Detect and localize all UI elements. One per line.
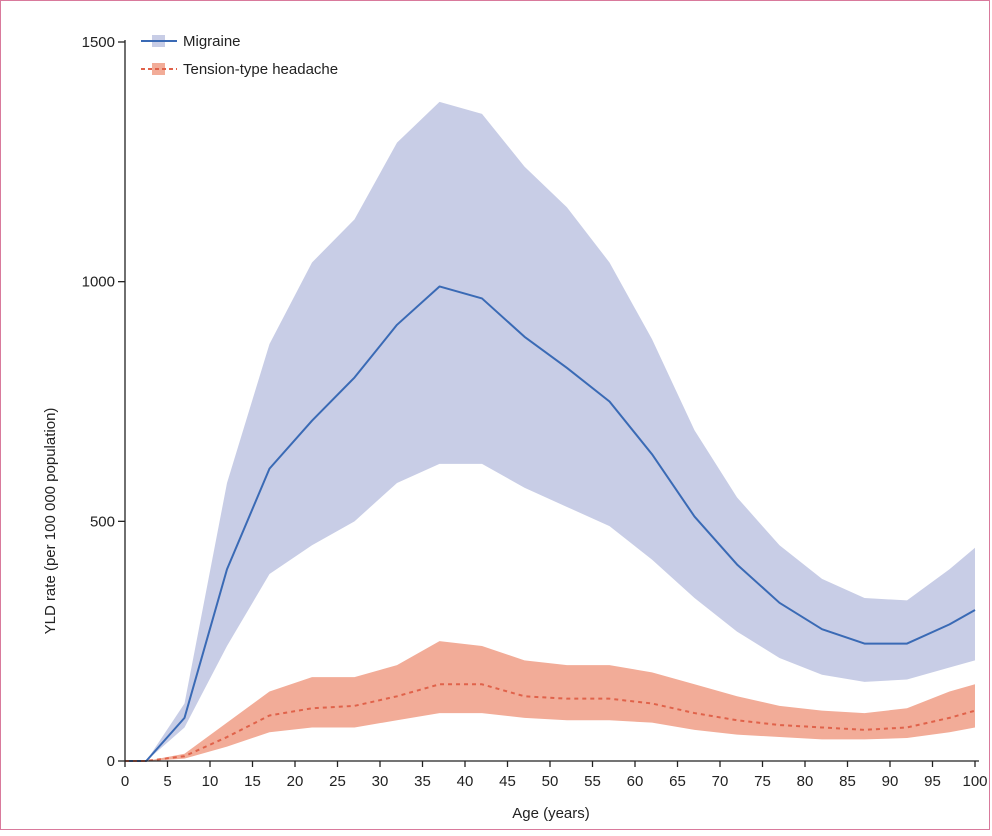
x-tick-label: 5 (163, 773, 171, 790)
x-tick-label: 25 (329, 773, 346, 790)
band-migraine (125, 101, 975, 761)
x-tick-label: 20 (287, 773, 304, 790)
x-tick-label: 55 (584, 773, 601, 790)
y-tick-label: 1500 (82, 34, 115, 51)
legend-label-tension-type-headache: Tension-type headache (183, 61, 338, 78)
legend-label-migraine: Migraine (183, 33, 241, 50)
x-tick-label: 65 (669, 773, 686, 790)
x-tick-label: 85 (839, 773, 856, 790)
legend-item-tension-type-headache: Tension-type headache (141, 61, 338, 78)
x-tick-label: 10 (202, 773, 219, 790)
x-tick-label: 40 (457, 773, 474, 790)
x-tick-label: 80 (797, 773, 814, 790)
x-tick-label: 90 (882, 773, 899, 790)
y-axis-label: YLD rate (per 100 000 population) (42, 408, 59, 635)
x-tick-label: 60 (627, 773, 644, 790)
axes (118, 40, 979, 767)
x-tick-label: 75 (754, 773, 771, 790)
x-tick-label: 35 (414, 773, 431, 790)
legend: Migraine Tension-type headache (141, 33, 338, 78)
y-tick-label: 0 (107, 753, 115, 770)
x-tick-label: 95 (924, 773, 941, 790)
y-tick-label: 500 (90, 513, 115, 530)
x-tick-label: 50 (542, 773, 559, 790)
line-tension-type-headache (125, 683, 976, 762)
tick-labels: 0 500 1000 1500 0 5 10 15 20 25 30 35 40 45 50 55 60 65 70… (82, 34, 988, 790)
confidence-bands (125, 101, 975, 761)
x-tick-label: 30 (372, 773, 389, 790)
line-migraine (125, 285, 976, 762)
x-tick-label: 45 (499, 773, 516, 790)
band-tension-type-headache (125, 641, 975, 761)
x-tick-label: 0 (121, 773, 129, 790)
legend-item-migraine: Migraine (141, 33, 241, 50)
x-axis-label: Age (years) (512, 805, 590, 822)
y-tick-label: 1000 (82, 274, 115, 291)
series-lines (125, 285, 976, 762)
x-tick-label: 70 (712, 773, 729, 790)
x-tick-label: 100 (962, 773, 987, 790)
x-tick-label: 15 (244, 773, 261, 790)
